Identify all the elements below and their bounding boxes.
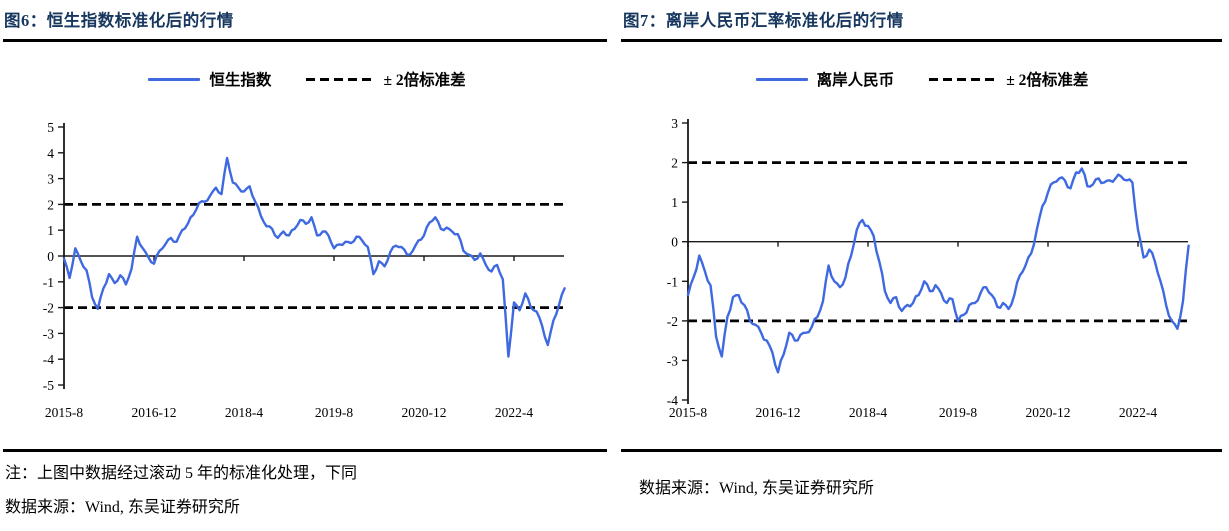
svg-text:2019-8: 2019-8 xyxy=(939,405,977,420)
svg-text:2020-12: 2020-12 xyxy=(402,405,447,420)
svg-text:2018-4: 2018-4 xyxy=(849,405,887,420)
figure-7-title: 图7：离岸人民币汇率标准化后的行情 xyxy=(623,11,904,30)
source-line: 数据来源：Wind, 东吴证券研究所 xyxy=(639,480,874,497)
svg-text:2018-4: 2018-4 xyxy=(225,405,263,420)
stddev-dash-swatch xyxy=(929,77,998,81)
svg-text:1: 1 xyxy=(47,223,54,238)
svg-text:-4: -4 xyxy=(667,393,678,408)
figure-6-top-rule xyxy=(3,39,607,42)
svg-text:-2: -2 xyxy=(667,314,678,329)
svg-text:-3: -3 xyxy=(667,353,678,368)
svg-text:2022-4: 2022-4 xyxy=(495,405,533,420)
series-legend-label: 离岸人民币 xyxy=(816,72,895,89)
stddev-legend-label: ± 2倍标准差 xyxy=(383,72,466,89)
figure-6-legend: 恒生指数 ± 2倍标准差 xyxy=(0,68,614,90)
series-legend-label: 恒生指数 xyxy=(209,72,272,89)
source-line: 数据来源：Wind, 东吴证券研究所 xyxy=(5,499,240,516)
svg-text:-5: -5 xyxy=(43,378,54,393)
figure-7-panel: 图7：离岸人民币汇率标准化后的行情 离岸人民币 ± 2倍标准差 2015-8 20… xyxy=(615,0,1229,531)
svg-text:2: 2 xyxy=(671,156,678,171)
svg-text:3: 3 xyxy=(671,116,678,131)
figure-6-title: 图6：恒生指数标准化后的行情 xyxy=(4,11,234,30)
figure-7-bottom-rule xyxy=(621,449,1222,452)
svg-text:-2: -2 xyxy=(43,301,54,316)
note-line: 注：上图中数据经过滚动 5 年的标准化处理，下同 xyxy=(5,465,358,482)
svg-text:4: 4 xyxy=(47,146,54,161)
svg-text:-1: -1 xyxy=(667,274,678,289)
hang-seng-zscore-chart: 2015-8 2016-12 2018-4 2019-8 2020-12 2022-4 5 4… xyxy=(43,120,566,420)
svg-text:2020-12: 2020-12 xyxy=(1026,405,1071,420)
figure-6-panel: 图6：恒生指数标准化后的行情 恒生指数 ± 2倍标准差 2015-8 2016-1… xyxy=(0,0,614,531)
figure-7-legend: 离岸人民币 ± 2倍标准差 xyxy=(615,68,1229,90)
figure-7-top-rule xyxy=(621,39,1222,42)
svg-text:2015-8: 2015-8 xyxy=(45,405,83,420)
svg-text:5: 5 xyxy=(47,120,54,135)
series-line-swatch xyxy=(755,77,808,81)
svg-text:-4: -4 xyxy=(43,352,54,367)
series-line-swatch xyxy=(148,77,201,81)
svg-text:2019-8: 2019-8 xyxy=(315,405,353,420)
svg-text:2016-12: 2016-12 xyxy=(132,405,177,420)
figure-6-bottom-rule xyxy=(3,449,607,452)
svg-text:0: 0 xyxy=(47,249,54,264)
svg-text:2015-8: 2015-8 xyxy=(669,405,707,420)
svg-text:1: 1 xyxy=(671,195,678,210)
figure-6-notes: 注：上图中数据经过滚动 5 年的标准化处理，下同 数据来源：Wind, 东吴证券… xyxy=(5,457,357,525)
stddev-legend-label: ± 2倍标准差 xyxy=(1006,72,1089,89)
svg-text:-3: -3 xyxy=(43,326,54,341)
figure-7-notes: 数据来源：Wind, 东吴证券研究所 xyxy=(639,472,874,506)
stddev-dash-swatch xyxy=(306,77,375,81)
svg-text:2022-4: 2022-4 xyxy=(1119,405,1157,420)
svg-text:2: 2 xyxy=(47,197,54,212)
svg-text:3: 3 xyxy=(47,172,54,187)
svg-text:2016-12: 2016-12 xyxy=(756,405,801,420)
offshore-rmb-zscore-chart: 2015-8 2016-12 2018-4 2019-8 2020-12 2022-4 3 2… xyxy=(667,116,1190,420)
svg-text:0: 0 xyxy=(671,235,678,250)
svg-text:-1: -1 xyxy=(43,275,54,290)
